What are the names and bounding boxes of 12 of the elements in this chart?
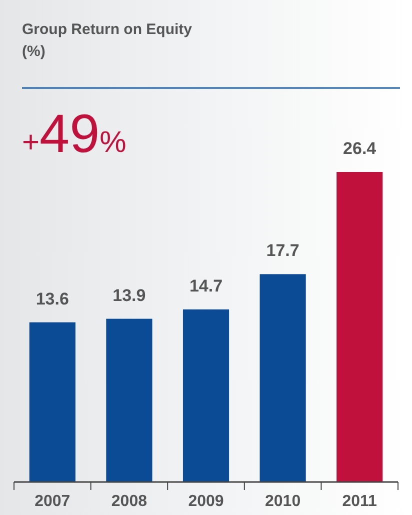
x-tick-label: 2009: [188, 493, 224, 510]
data-label: 13.6: [36, 289, 69, 308]
x-tick-label: 2008: [111, 493, 148, 510]
chart-title: Group Return on Equity (%): [22, 21, 193, 60]
data-label: 17.7: [266, 241, 300, 260]
x-tick-label: 2007: [34, 493, 70, 510]
data-label: 26.4: [343, 139, 377, 158]
text: +49%: [22, 104, 126, 164]
x-tick-label: 2010: [265, 493, 301, 510]
data-label: 14.7: [189, 276, 223, 296]
x-tick-label: 2011: [342, 493, 378, 510]
data-label: 13.9: [112, 286, 146, 305]
